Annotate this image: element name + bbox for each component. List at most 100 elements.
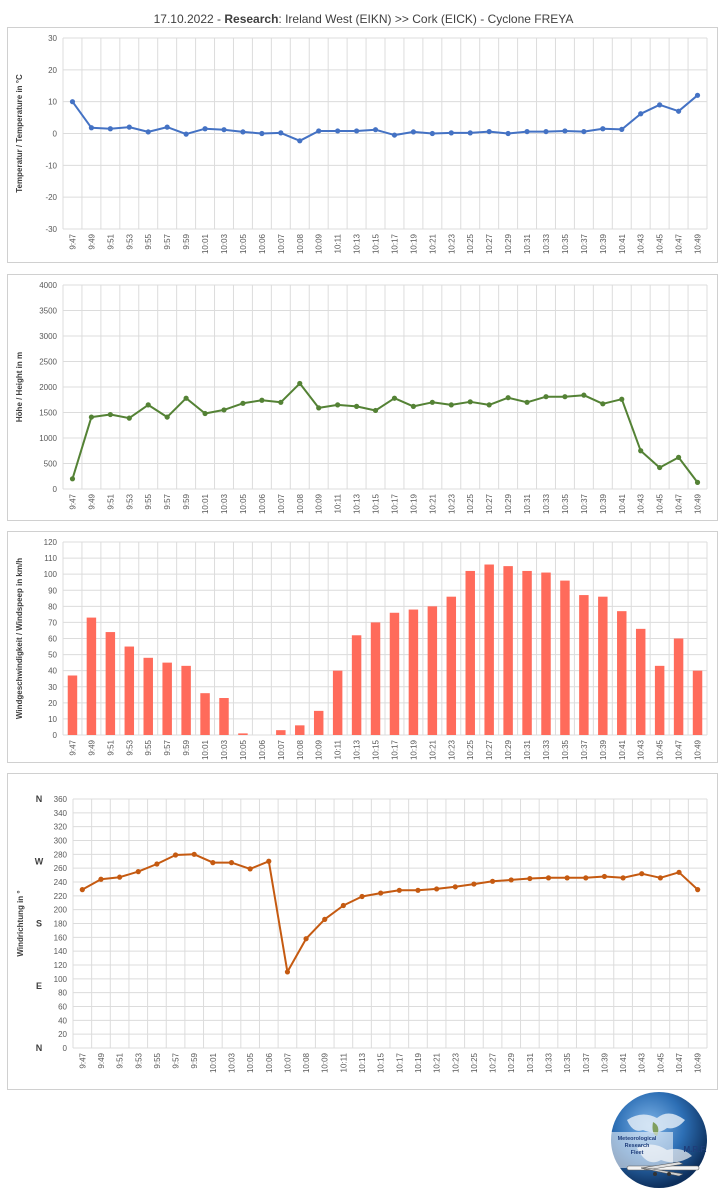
temperature-point bbox=[240, 129, 246, 135]
temperature-xtick-label: 10:06 bbox=[258, 233, 267, 254]
temperature-xtick-label: 10:15 bbox=[372, 233, 381, 254]
winddirection-direction-label: E bbox=[36, 981, 42, 991]
temperature-point bbox=[619, 126, 625, 132]
winddirection-ytick-label: 80 bbox=[58, 989, 67, 998]
windspeed-bar bbox=[503, 566, 513, 735]
temperature-point bbox=[202, 126, 208, 132]
winddirection-point bbox=[247, 866, 253, 872]
winddirection-xtick-label: 9:47 bbox=[78, 1052, 87, 1068]
height-xtick-label: 10:06 bbox=[258, 493, 267, 514]
height-ytick-label: 2000 bbox=[39, 383, 57, 392]
winddirection-xtick-label: 9:55 bbox=[153, 1052, 162, 1068]
windspeed-bar bbox=[598, 596, 608, 735]
windspeed-xtick-label: 10:45 bbox=[656, 739, 665, 760]
temperature-point bbox=[638, 111, 644, 117]
logo-text-abbr: M.R.F. bbox=[683, 1145, 706, 1154]
winddirection-xtick-label: 10:05 bbox=[246, 1052, 255, 1073]
temperature-chart: 30 20 10 0 -10 -20 -30 9:47 9:49 9:51 9:53 9:55 9:57… bbox=[15, 34, 708, 254]
windspeed-xtick-label: 10:27 bbox=[485, 739, 494, 760]
winddirection-series-line bbox=[81, 853, 699, 973]
windspeed-gridlines bbox=[62, 541, 708, 736]
windspeed-bar bbox=[105, 632, 116, 735]
height-xtick-label: 10:25 bbox=[466, 493, 475, 514]
winddirection-point bbox=[359, 893, 365, 900]
height-xtick-label: 9:59 bbox=[182, 493, 191, 509]
height-ytick-label: 500 bbox=[44, 460, 58, 469]
temperature-point bbox=[107, 126, 113, 132]
winddirection-ytick-label: 220 bbox=[54, 892, 68, 901]
winddirection-point bbox=[191, 851, 197, 857]
winddirection-xtick-label: 10:06 bbox=[265, 1052, 274, 1073]
windspeed-bar bbox=[200, 693, 210, 735]
height-y-axis-title: Höhe / Height in m bbox=[15, 352, 24, 422]
temperature-xtick-label: 10:03 bbox=[220, 233, 229, 254]
winddirection-ytick-label: 300 bbox=[54, 837, 68, 846]
height-point bbox=[429, 399, 435, 405]
airplane-icon bbox=[626, 1161, 700, 1177]
winddirection-xtick-label: 10:01 bbox=[209, 1052, 218, 1073]
windspeed-xtick-label: 9:53 bbox=[125, 739, 134, 755]
temperature-point bbox=[221, 127, 227, 133]
height-xtick-label: 9:57 bbox=[163, 493, 172, 509]
windspeed-xtick-label: 10:43 bbox=[637, 739, 646, 760]
winddirection-xtick-label: 10:07 bbox=[283, 1052, 292, 1073]
height-xtick-label: 9:55 bbox=[144, 493, 153, 509]
height-point bbox=[562, 394, 568, 400]
temperature-point bbox=[505, 130, 511, 137]
height-xtick-label: 10:41 bbox=[618, 493, 627, 514]
windspeed-bar bbox=[67, 675, 78, 735]
winddirection-ytick-label: 40 bbox=[58, 1016, 67, 1025]
temperature-ytick-label: -20 bbox=[45, 193, 57, 202]
height-point bbox=[675, 454, 682, 460]
temperature-xtick-label: 10:05 bbox=[239, 233, 248, 254]
winddirection-point bbox=[396, 887, 402, 893]
winddirection-point bbox=[135, 869, 141, 875]
windspeed-bar bbox=[389, 612, 400, 735]
winddirection-point bbox=[695, 887, 701, 893]
winddirection-point bbox=[545, 875, 552, 881]
windspeed-xtick-label: 9:57 bbox=[163, 739, 172, 755]
winddirection-xtick-label: 10:11 bbox=[339, 1052, 348, 1072]
windspeed-bar bbox=[162, 662, 172, 735]
height-point bbox=[335, 402, 341, 408]
height-point bbox=[107, 411, 113, 418]
height-xtick-label: 10:39 bbox=[599, 493, 608, 514]
winddirection-point bbox=[210, 860, 216, 866]
temperature-point bbox=[467, 130, 473, 136]
height-chart: 4000 3500 3000 2500 2000 1500 1000 500 0 9:47 9:49… bbox=[15, 281, 708, 514]
height-ytick-label: 1000 bbox=[39, 434, 57, 443]
windspeed-xtick-label: 10:07 bbox=[277, 739, 286, 760]
winddirection-xtick-label: 10:31 bbox=[526, 1052, 535, 1073]
winddirection-direction-label: S bbox=[36, 919, 42, 929]
winddirection-gridlines bbox=[72, 798, 708, 1049]
winddirection-ytick-label: 0 bbox=[63, 1044, 68, 1053]
winddirection-point bbox=[452, 884, 458, 890]
temperature-xtick-label: 10:37 bbox=[580, 233, 589, 254]
temperature-point bbox=[524, 128, 530, 135]
temperature-point bbox=[316, 128, 322, 134]
winddirection-point bbox=[79, 887, 85, 893]
height-xtick-label: 9:49 bbox=[87, 493, 96, 509]
winddirection-xtick-label: 10:08 bbox=[302, 1052, 311, 1073]
windspeed-xtick-label: 10:21 bbox=[428, 739, 437, 760]
height-ytick-label: 1500 bbox=[39, 409, 57, 418]
temperature-point bbox=[297, 138, 303, 144]
temperature-point bbox=[694, 92, 701, 98]
winddirection-xtick-label: 10:09 bbox=[321, 1052, 330, 1073]
winddirection-xtick-label: 10:47 bbox=[675, 1052, 684, 1073]
temperature-xtick-label: 10:35 bbox=[561, 233, 570, 254]
winddirection-point bbox=[378, 890, 384, 896]
height-xtick-label: 10:31 bbox=[523, 493, 532, 514]
temperature-xtick-label: 9:55 bbox=[144, 233, 153, 249]
page-title: 17.10.2022 - Research: Ireland West (EIK… bbox=[0, 12, 727, 26]
windspeed-xtick-label: 9:55 bbox=[144, 739, 153, 755]
temperature-xtick-label: 10:09 bbox=[315, 233, 324, 254]
temperature-xtick-label: 10:08 bbox=[296, 233, 305, 254]
windspeed-xtick-label: 10:15 bbox=[372, 739, 381, 760]
windspeed-xtick-label: 10:49 bbox=[694, 739, 703, 760]
height-xtick-label: 10:13 bbox=[353, 493, 362, 514]
title-route: : Ireland West (EIKN) >> Cork (EICK) - C… bbox=[278, 12, 574, 26]
windspeed-bar bbox=[295, 725, 305, 735]
winddirection-xtick-label: 10:29 bbox=[507, 1052, 516, 1073]
